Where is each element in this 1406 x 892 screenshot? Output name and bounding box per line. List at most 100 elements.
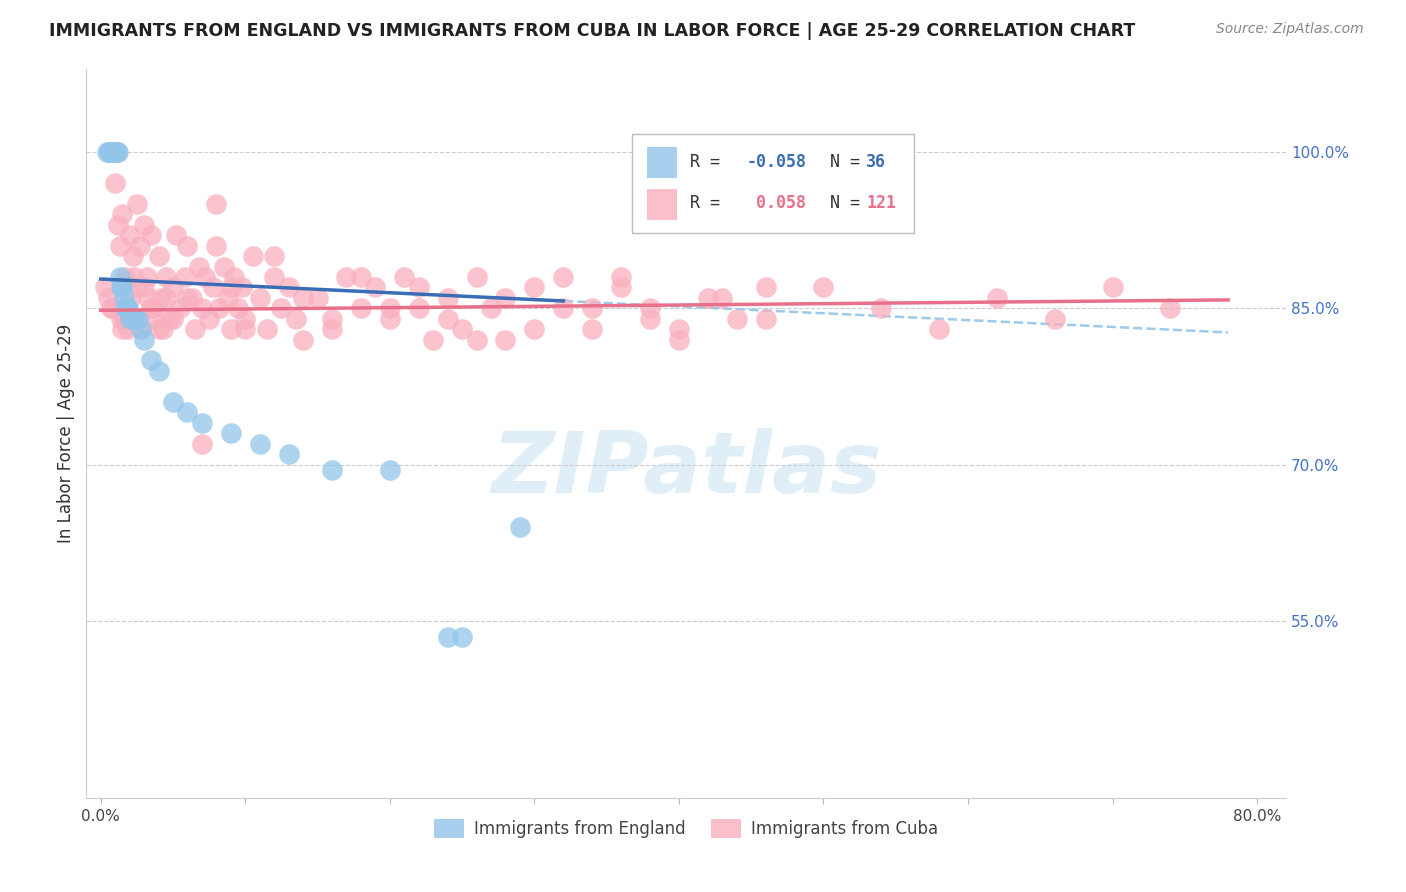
Point [219, 280, 242, 294]
Point [169, 301, 191, 316]
Point [142, 301, 165, 316]
Point [117, 322, 139, 336]
Point [212, 260, 235, 274]
Point [986, 291, 1008, 305]
Point [104, 301, 127, 316]
Point [226, 301, 249, 316]
Text: ZIPatlas: ZIPatlas [491, 428, 882, 511]
Point [176, 405, 198, 419]
Point [118, 291, 141, 305]
Point [233, 322, 256, 336]
Point [101, 301, 124, 316]
Point [98, 145, 121, 159]
Point [155, 270, 177, 285]
Point [124, 311, 146, 326]
Point [219, 426, 242, 441]
Point [711, 291, 734, 305]
Point [256, 322, 278, 336]
Point [292, 333, 315, 347]
Point [111, 207, 134, 221]
Point [202, 280, 225, 294]
Text: 36: 36 [866, 153, 886, 171]
Point [145, 311, 167, 326]
Point [191, 301, 214, 316]
Point [191, 416, 214, 430]
Point [668, 333, 690, 347]
Point [101, 145, 124, 159]
Point [335, 270, 357, 285]
Point [494, 333, 516, 347]
Point [581, 322, 603, 336]
Point [233, 311, 256, 326]
Point [141, 228, 163, 243]
Point [176, 238, 198, 252]
Point [132, 333, 155, 347]
Y-axis label: In Labor Force | Age 25-29: In Labor Force | Age 25-29 [58, 324, 75, 543]
Point [364, 280, 387, 294]
Point [870, 301, 893, 316]
Point [263, 270, 285, 285]
Point [105, 145, 128, 159]
Point [277, 280, 299, 294]
Point [494, 291, 516, 305]
Point [1159, 301, 1181, 316]
Point [479, 301, 502, 316]
Text: N =: N = [810, 194, 870, 212]
Point [141, 353, 163, 368]
Point [198, 311, 221, 326]
Text: R =: R = [690, 194, 730, 212]
Point [117, 301, 139, 316]
Point [553, 301, 575, 316]
Point [208, 301, 231, 316]
Point [101, 145, 124, 159]
Text: 0.058: 0.058 [747, 194, 806, 212]
Point [183, 322, 205, 336]
Point [755, 280, 778, 294]
Point [107, 218, 129, 232]
Point [408, 280, 430, 294]
Text: N =: N = [810, 153, 870, 171]
Point [121, 249, 143, 263]
Point [1043, 311, 1066, 326]
Point [284, 311, 307, 326]
Point [436, 311, 458, 326]
Point [159, 311, 181, 326]
Point [129, 322, 152, 336]
Point [112, 291, 135, 305]
Point [155, 291, 177, 305]
Point [111, 280, 134, 294]
Text: Source: ZipAtlas.com: Source: ZipAtlas.com [1216, 22, 1364, 37]
Point [813, 280, 835, 294]
Point [422, 333, 444, 347]
Point [509, 520, 531, 534]
Point [222, 270, 245, 285]
Point [321, 322, 343, 336]
FancyBboxPatch shape [647, 147, 676, 178]
Point [114, 270, 136, 285]
Point [110, 311, 132, 326]
Point [104, 176, 127, 190]
Text: R =: R = [690, 153, 730, 171]
Point [104, 145, 127, 159]
Point [465, 270, 488, 285]
Point [173, 270, 195, 285]
Text: -0.058: -0.058 [747, 153, 806, 171]
FancyBboxPatch shape [647, 189, 676, 219]
Point [136, 270, 159, 285]
Point [523, 280, 546, 294]
Point [107, 145, 129, 159]
Point [115, 311, 138, 326]
Point [162, 395, 184, 409]
Text: 121: 121 [866, 194, 896, 212]
Point [115, 301, 138, 316]
Point [121, 311, 143, 326]
Point [321, 311, 343, 326]
Point [394, 270, 416, 285]
Point [378, 463, 401, 477]
Point [638, 311, 661, 326]
Point [350, 270, 373, 285]
Point [242, 249, 264, 263]
Point [125, 311, 148, 326]
Point [194, 270, 217, 285]
Point [451, 630, 474, 644]
